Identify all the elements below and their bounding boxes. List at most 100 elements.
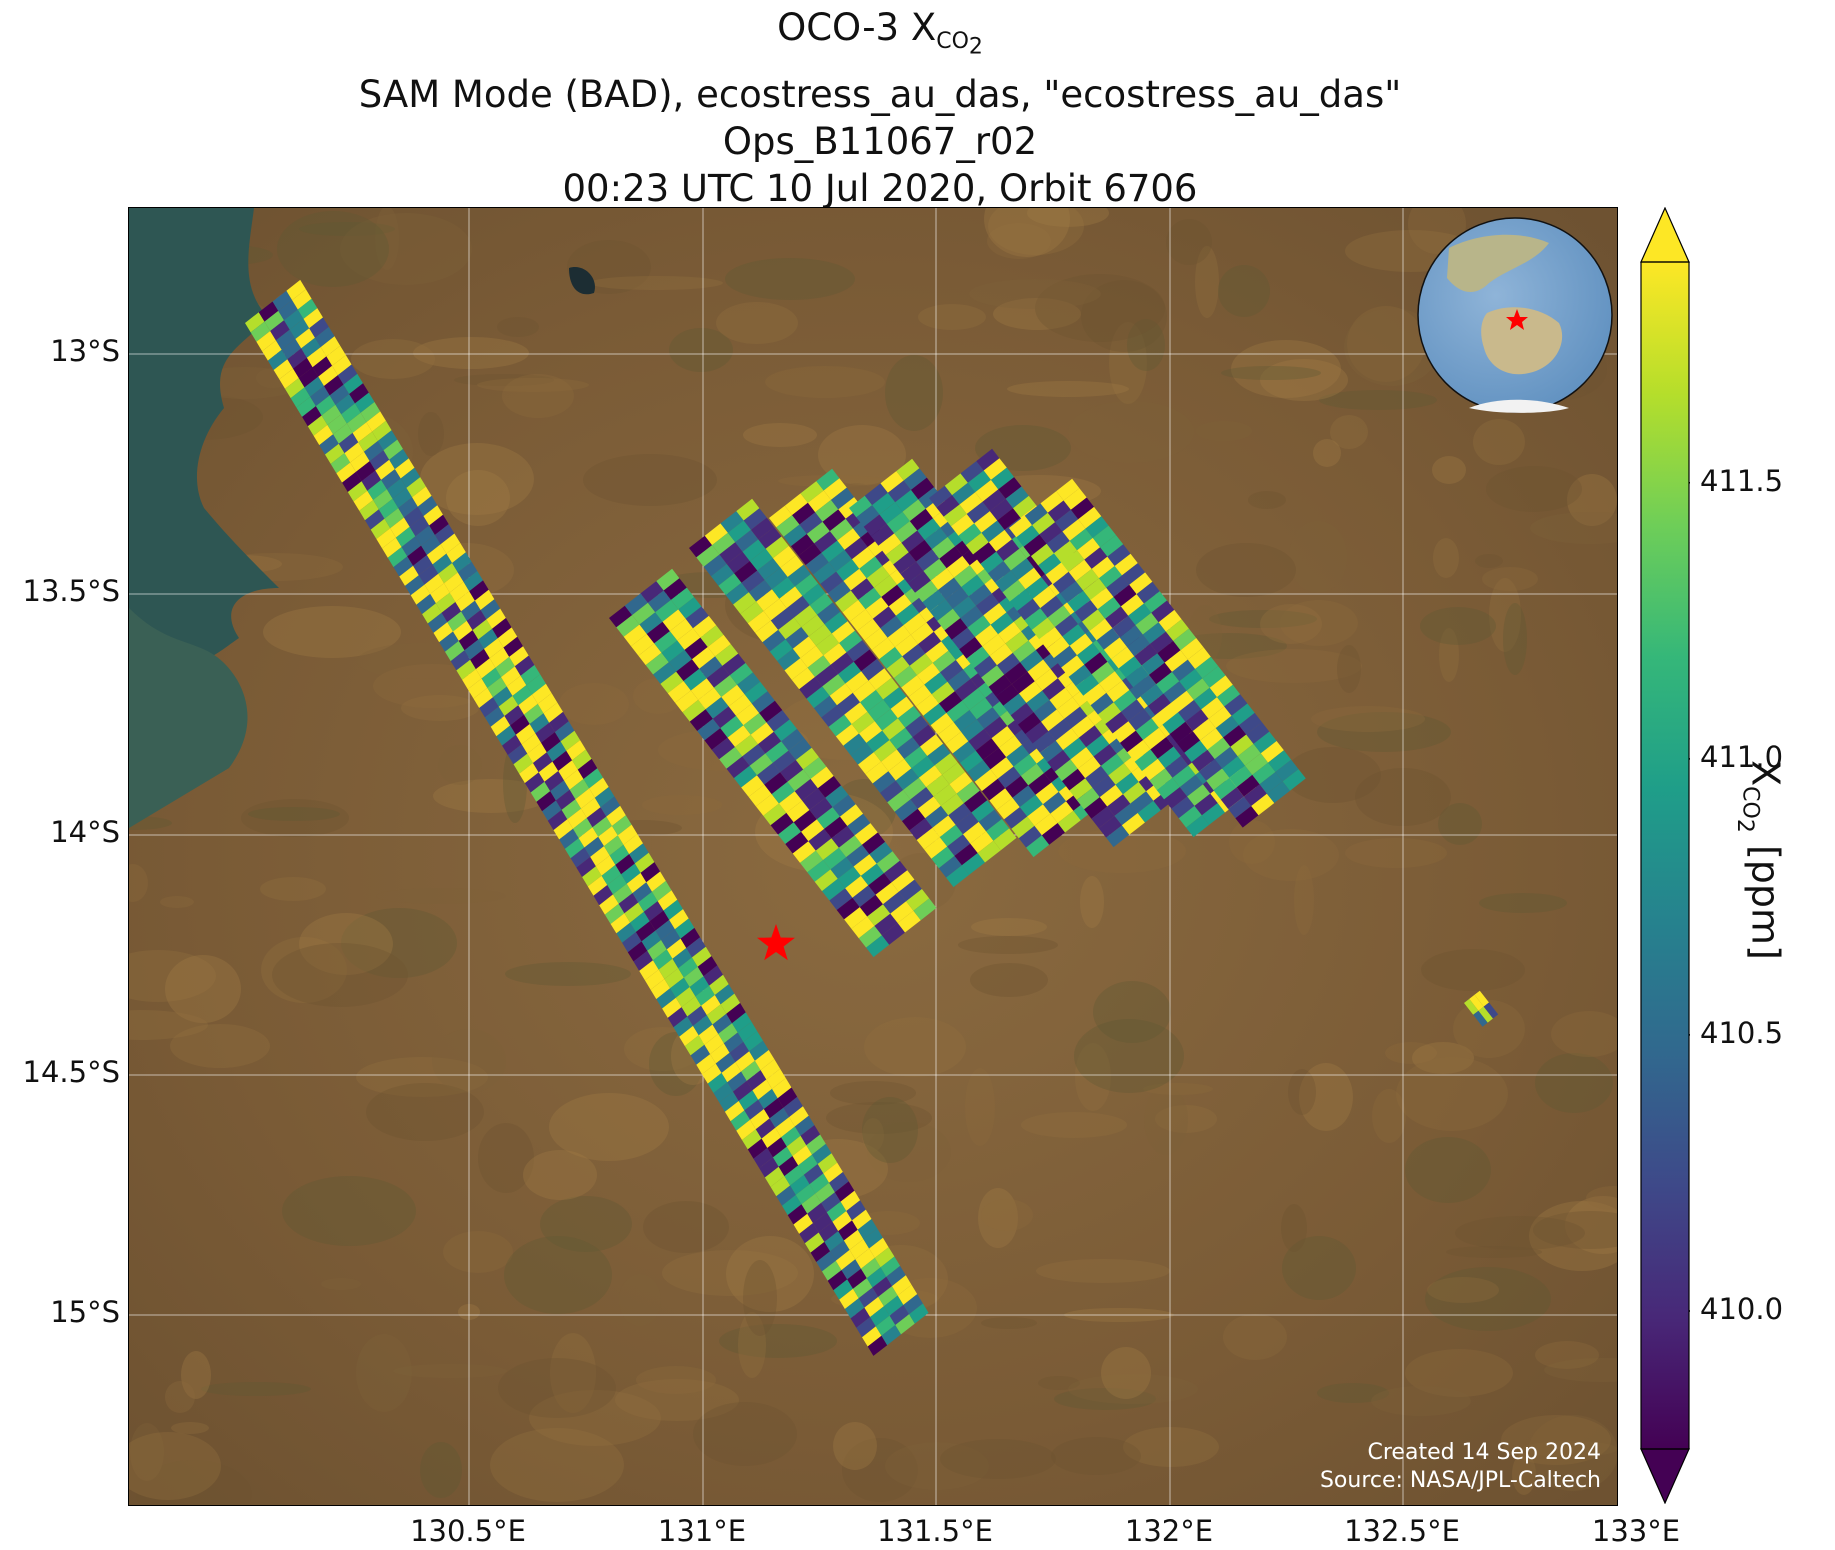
swath-block-e-pixel bbox=[1135, 718, 1159, 740]
terrain-patch bbox=[1371, 1386, 1471, 1416]
swath-main-pixel bbox=[630, 911, 650, 932]
swath-main-pixel bbox=[584, 836, 604, 857]
swath-main-pixel bbox=[394, 458, 415, 479]
swath-block-b-pixel bbox=[741, 570, 765, 593]
swath-block-d-pixel bbox=[909, 508, 933, 531]
swath-block-b-pixel bbox=[911, 756, 935, 778]
swath-block-f-pixel bbox=[1136, 581, 1160, 604]
swath-main-pixel bbox=[372, 420, 392, 441]
terrain-patch bbox=[1317, 712, 1451, 752]
swath-main-pixel bbox=[672, 948, 692, 969]
terrain-patch bbox=[1421, 949, 1525, 991]
map-panel[interactable]: Created 14 Sep 2024 Source: NASA/JPL-Cal… bbox=[128, 207, 1618, 1506]
terrain-patch bbox=[1221, 366, 1321, 380]
swath-block-e-pixel bbox=[1069, 633, 1093, 656]
swath-block-f-pixel bbox=[1209, 675, 1233, 698]
swath-block-e-pixel bbox=[1201, 803, 1225, 825]
swath-main-pixel bbox=[598, 826, 618, 847]
terrain-patch bbox=[1281, 1204, 1307, 1252]
swath-isolated-pixel bbox=[1473, 1010, 1488, 1027]
swath-block-e-pixel bbox=[943, 504, 967, 527]
swath-main-pixel bbox=[607, 874, 627, 895]
swath-block-e-pixel bbox=[1024, 608, 1048, 630]
swath-block-f-pixel bbox=[1224, 694, 1248, 716]
swath-block-d-pixel bbox=[1040, 740, 1064, 763]
swath-main-pixel bbox=[410, 584, 431, 605]
swath-main-pixel bbox=[632, 882, 652, 903]
swath-main-pixel bbox=[704, 1033, 724, 1055]
swath-main-pixel bbox=[519, 763, 539, 784]
swath-main-pixel bbox=[610, 913, 631, 934]
swath-block-a-pixel bbox=[831, 826, 855, 848]
terrain-patch bbox=[862, 1118, 884, 1152]
swath-main-pixel bbox=[861, 1257, 881, 1279]
terrain-patch bbox=[130, 1423, 164, 1481]
swath-main-pixel bbox=[250, 321, 271, 342]
swath-main-pixel bbox=[754, 1050, 775, 1071]
swath-main-pixel bbox=[816, 1251, 836, 1272]
swath-block-a-pixel bbox=[711, 737, 735, 760]
terrain-patch bbox=[1319, 390, 1437, 410]
swath-main-pixel bbox=[381, 469, 401, 490]
swath-block-f-pixel bbox=[1142, 622, 1166, 644]
swath-block-f-pixel bbox=[1170, 690, 1194, 713]
swath-block-e-pixel bbox=[974, 511, 998, 533]
swath-block-f-pixel bbox=[1085, 516, 1109, 538]
swath-block-f-pixel bbox=[1016, 525, 1040, 547]
swath-block-c-pixel bbox=[989, 788, 1013, 810]
swath-block-f-pixel bbox=[1144, 591, 1167, 613]
swath-main-pixel bbox=[318, 365, 338, 386]
swath-block-a-pixel bbox=[721, 684, 745, 707]
terrain-patch bbox=[1482, 567, 1538, 591]
swath-block-b-pixel bbox=[882, 718, 906, 740]
swath-block-f-pixel bbox=[1097, 597, 1121, 619]
swath-main-pixel bbox=[386, 478, 407, 499]
swath-main-pixel bbox=[635, 921, 656, 942]
swath-main-pixel bbox=[393, 556, 414, 577]
swath-block-c-pixel bbox=[915, 694, 939, 716]
terrain-patch bbox=[1344, 308, 1440, 386]
terrain-patch bbox=[340, 213, 472, 285]
swath-block-a-pixel bbox=[778, 822, 802, 844]
swath-block-b-pixel bbox=[955, 812, 979, 835]
swath-main-pixel bbox=[350, 451, 370, 472]
terrain-patch bbox=[248, 807, 340, 821]
swath-main-pixel bbox=[592, 816, 612, 837]
swath-block-b-pixel bbox=[725, 582, 749, 605]
swath-block-d-pixel bbox=[903, 468, 927, 490]
swath-block-f-pixel bbox=[1060, 581, 1084, 603]
terrain-patch bbox=[1093, 981, 1171, 1043]
swath-block-f-pixel bbox=[1128, 603, 1152, 626]
title-line-2: SAM Mode (BAD), ecostress_au_das, "ecost… bbox=[358, 72, 1402, 116]
swath-main-pixel bbox=[650, 979, 671, 1000]
swath-main-pixel bbox=[870, 1306, 890, 1327]
swath-block-c-pixel bbox=[953, 710, 977, 732]
swath-block-b-pixel bbox=[733, 592, 757, 614]
swath-main-pixel bbox=[764, 1166, 785, 1187]
terrain-patch bbox=[1311, 706, 1425, 732]
swath-block-f-pixel bbox=[1198, 759, 1222, 781]
swath-block-d-pixel bbox=[952, 596, 976, 619]
swath-block-f-pixel bbox=[1038, 553, 1062, 575]
swath-block-f-pixel bbox=[1009, 515, 1033, 538]
terrain-patch bbox=[129, 1432, 221, 1500]
swath-main-pixel bbox=[501, 666, 521, 687]
swath-main-pixel bbox=[747, 1138, 768, 1159]
swath-main-pixel bbox=[909, 1303, 929, 1324]
swath-main-pixel bbox=[838, 1220, 858, 1241]
swath-main-pixel bbox=[583, 768, 603, 789]
swath-main-pixel bbox=[541, 732, 561, 753]
swath-main-pixel bbox=[455, 591, 475, 612]
swath-main-pixel bbox=[793, 1213, 813, 1234]
terrain-patch bbox=[1473, 419, 1525, 465]
swath-main-pixel bbox=[326, 345, 346, 366]
swath-main-pixel bbox=[800, 1125, 821, 1146]
swath-block-f-pixel bbox=[1191, 749, 1215, 772]
swath-block-a-pixel bbox=[869, 841, 893, 864]
swath-block-f-pixel bbox=[1185, 709, 1209, 732]
swath-main-pixel bbox=[306, 347, 327, 368]
swath-main-pixel bbox=[378, 498, 399, 519]
swath-block-d-pixel bbox=[939, 546, 963, 569]
swath-main-pixel bbox=[433, 622, 453, 643]
swath-block-d-pixel bbox=[1012, 640, 1036, 663]
